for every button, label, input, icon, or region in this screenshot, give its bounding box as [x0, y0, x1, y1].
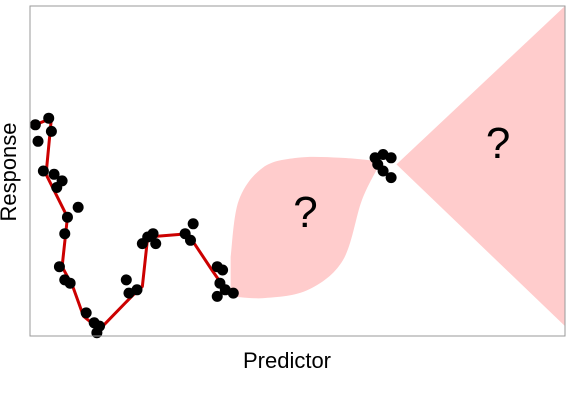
data-point [32, 135, 44, 147]
data-point [185, 234, 196, 246]
data-point [187, 218, 199, 230]
y-axis-label: Response [0, 122, 21, 221]
data-point [51, 182, 63, 193]
data-points [29, 112, 397, 339]
data-point [59, 228, 71, 240]
data-point [64, 277, 76, 289]
data-point [29, 119, 41, 131]
x-axis-label: Predictor [243, 348, 331, 373]
data-point [72, 201, 84, 213]
data-point [385, 172, 397, 184]
data-point [53, 261, 65, 273]
data-point [150, 238, 162, 250]
data-point [45, 125, 57, 137]
data-point [211, 290, 223, 302]
uncertainty-regions [230, 6, 565, 327]
data-point [61, 211, 73, 223]
question-marks: ?? [293, 119, 510, 237]
uncertainty-cone-right [396, 6, 565, 327]
data-point [80, 307, 92, 319]
plot-frame [29, 5, 566, 337]
question-mark: ? [486, 119, 510, 168]
data-point [91, 327, 103, 339]
uncertainty-band-middle [230, 156, 378, 299]
data-point [147, 228, 159, 240]
data-point [48, 168, 60, 180]
data-point [43, 112, 55, 124]
data-point [377, 165, 389, 177]
data-point [227, 287, 239, 299]
data-point [37, 165, 49, 177]
data-point [131, 284, 143, 296]
question-mark: ? [293, 188, 317, 237]
data-point [120, 274, 132, 286]
data-point [385, 152, 397, 164]
data-point [217, 264, 229, 276]
